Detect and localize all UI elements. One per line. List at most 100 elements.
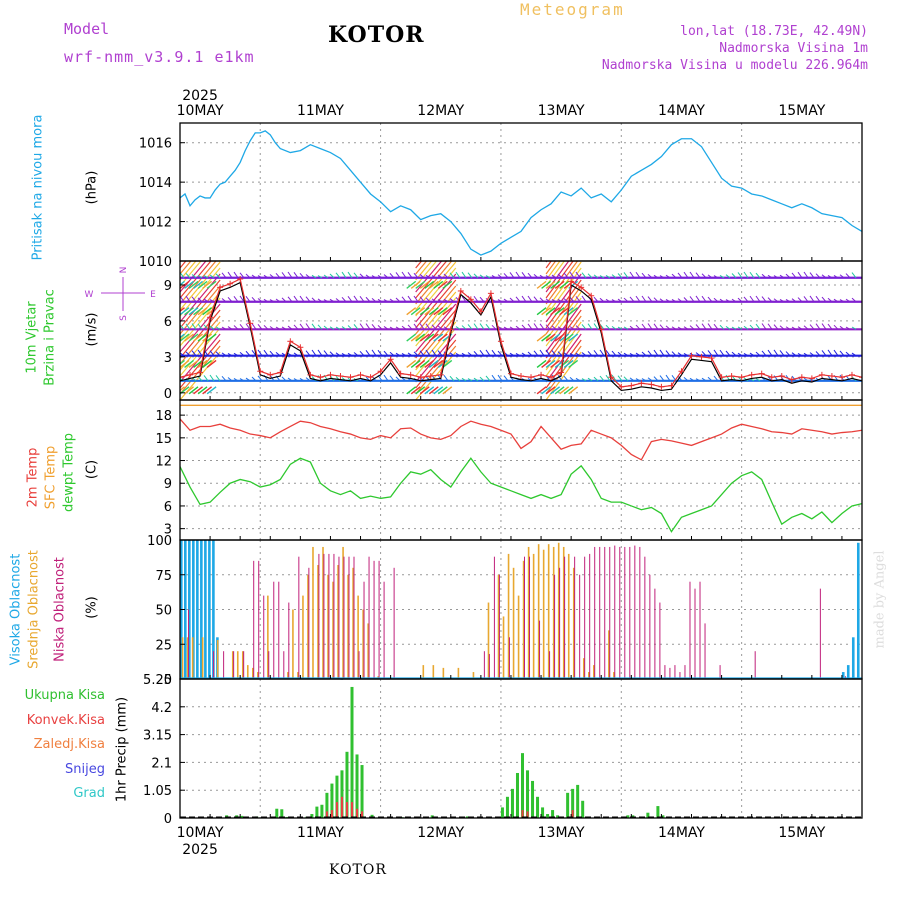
low-cloud-bar: [574, 556, 576, 679]
mid-cloud-bar: [297, 672, 299, 679]
wind-barb: [581, 272, 587, 279]
wind-arrow: [188, 307, 199, 316]
wind-barb: [785, 326, 791, 330]
wind-barb: [269, 274, 275, 279]
wind-barb: [623, 272, 629, 279]
wind-barb: [755, 378, 761, 382]
low-cloud-bar: [308, 567, 310, 679]
gust-hatch: [415, 309, 457, 359]
gust-hatch: [546, 202, 581, 250]
low-cloud-bar: [258, 560, 260, 679]
wind-barb: [611, 374, 617, 382]
wind-arrow: [202, 359, 213, 369]
wind-barb: [305, 350, 311, 356]
wind-barb: [503, 298, 509, 303]
wind-barb: [389, 298, 395, 303]
wind-arrow: [202, 307, 213, 316]
low-cloud-bar: [539, 620, 541, 679]
wind-barb: [425, 349, 431, 356]
mid-cloud-bar: [362, 609, 364, 679]
wind-barb: [473, 295, 479, 303]
low-cloud-bar: [694, 588, 696, 679]
wind-arrow: [536, 280, 547, 289]
wind-barb: [383, 374, 389, 382]
mid-cloud-bar: [432, 665, 435, 679]
wind-barb: [791, 375, 797, 382]
high-cloud-bar: [212, 540, 215, 679]
low-cloud-bar: [273, 581, 275, 679]
wind-arrow: [550, 386, 561, 395]
wind-barb: [581, 324, 587, 330]
wind-barb: [521, 324, 527, 330]
low-cloud-bar: [268, 651, 270, 679]
mid-cloud-bar: [608, 630, 610, 679]
wind-arrow: [188, 280, 199, 289]
wind-barb: [611, 350, 617, 356]
wind-barb: [569, 271, 575, 279]
wind-barb: [707, 350, 713, 356]
wind-barb: [401, 296, 407, 303]
mid-cloud-bar: [322, 546, 324, 679]
wind-arrow: [406, 386, 417, 395]
high-cloud-bar: [196, 540, 199, 679]
low-cloud-bar: [368, 556, 370, 679]
precip-total-bar: [551, 810, 555, 818]
wind-barb: [335, 272, 341, 279]
y-tick-label: 2.1: [151, 756, 172, 771]
wind-barb: [599, 297, 605, 303]
wind-barb: [653, 297, 659, 303]
wind-barb: [329, 298, 335, 303]
wind-barb: [269, 299, 275, 303]
mid-cloud-bar: [552, 546, 555, 679]
wind-barb: [773, 298, 779, 303]
wind-barb: [641, 378, 647, 382]
gust-hatch: [415, 291, 457, 341]
dewpt-line: [179, 457, 863, 533]
wind-barb: [497, 274, 503, 279]
wind-arrow: [554, 307, 565, 316]
wind-barb: [233, 325, 239, 330]
wind-barb: [425, 323, 431, 330]
wind-barb: [653, 323, 659, 330]
wind-barb: [197, 274, 203, 279]
wind-arrow: [406, 333, 417, 342]
wind-arrow: [568, 333, 579, 342]
wind-barb: [180, 295, 185, 303]
wind-barb: [527, 351, 533, 357]
wind-barb: [761, 323, 767, 330]
wind-barb: [180, 352, 185, 357]
y-tick-label: 6: [164, 315, 172, 330]
high-cloud-bar: [851, 637, 855, 679]
wind-barb: [827, 297, 833, 303]
wind-barb: [665, 299, 671, 303]
gust-hatch: [180, 291, 221, 341]
wind-barb: [413, 351, 419, 357]
wind-barb: [641, 351, 647, 357]
precip-total-bar: [465, 816, 469, 818]
mid-cloud-bar: [216, 640, 219, 679]
wind-barb: [221, 272, 227, 279]
wind-barb: [209, 350, 215, 356]
wind-arrow: [415, 307, 426, 316]
y-tick-label: 18: [155, 409, 172, 424]
wind-barb: [641, 323, 647, 330]
low-cloud-bar: [559, 567, 561, 679]
wind-barb: [479, 296, 485, 303]
wind-barb: [239, 295, 245, 303]
wind-arrow: [433, 280, 444, 289]
wind-arrow: [180, 334, 181, 335]
mid-cloud-bar: [246, 665, 249, 679]
wind-barb: [701, 351, 707, 357]
low-cloud-bar: [233, 651, 235, 679]
wind-barb: [737, 352, 743, 357]
low-cloud-bar: [323, 553, 325, 679]
wind-barb: [239, 324, 245, 330]
wind-barb: [239, 352, 245, 357]
y-tick-label: 1.05: [143, 784, 172, 799]
gust-hatch: [415, 345, 457, 395]
mid-cloud-bar: [201, 637, 204, 679]
wind-barb: [353, 324, 359, 330]
precip-total-bar: [626, 815, 630, 818]
wind-barb: [749, 295, 755, 303]
wind-barb: [629, 271, 635, 279]
